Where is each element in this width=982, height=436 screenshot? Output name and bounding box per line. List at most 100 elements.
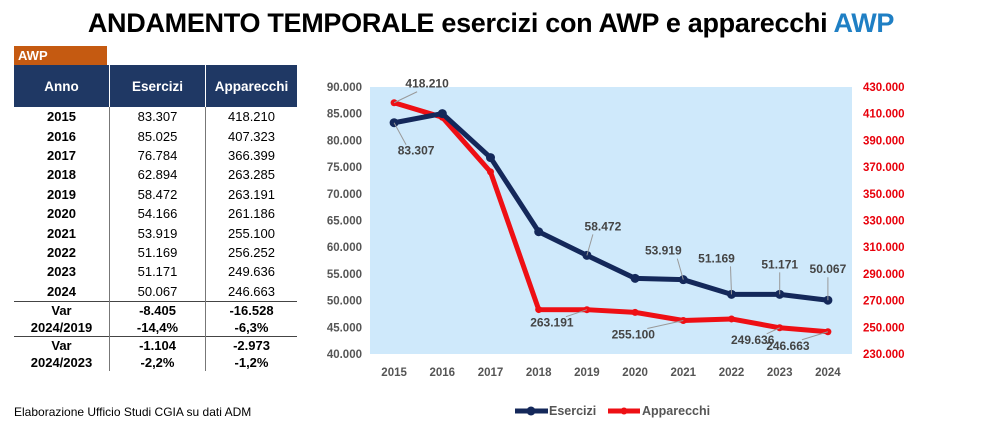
cell-esercizi: 50.067 <box>109 281 206 302</box>
data-label: 255.100 <box>612 327 656 341</box>
y-right-tick-label: 350.000 <box>863 189 905 201</box>
data-label: 51.171 <box>761 257 798 271</box>
var-apparecchi-pct: -1,2% <box>234 354 269 370</box>
var-apparecchi-abs: -2.973 <box>205 335 297 354</box>
x-tick-label: 2018 <box>526 367 552 379</box>
point-esercizi <box>437 109 447 119</box>
data-label: 50.067 <box>810 262 847 276</box>
var-row: Var -8.405 -16.528 <box>14 300 297 319</box>
x-tick-label: 2024 <box>815 367 841 379</box>
y-left-tick-label: 65.000 <box>327 216 362 228</box>
x-tick-label: 2015 <box>381 367 407 379</box>
cell-esercizi: 62.894 <box>109 165 206 185</box>
cell-apparecchi: 263.191 <box>228 186 275 202</box>
y-left-tick-label: 55.000 <box>327 269 362 281</box>
table-row: 2021 53.919 255.100 <box>14 223 297 243</box>
point-esercizi <box>534 227 544 237</box>
cell-esercizi: 54.166 <box>109 203 206 224</box>
cell-esercizi: 51.169 <box>109 242 206 263</box>
awp-badge: AWP <box>14 46 107 65</box>
point-esercizi <box>486 153 495 163</box>
data-label-leader <box>586 234 594 256</box>
x-tick-label: 2016 <box>430 367 456 379</box>
var-period: 2024/2019 <box>30 319 93 335</box>
cell-apparecchi: 256.252 <box>228 244 275 260</box>
y-left-tick-label: 85.000 <box>327 109 362 121</box>
var-apparecchi-pct: -6,3% <box>234 319 269 335</box>
cell-esercizi: 83.307 <box>109 107 206 127</box>
cell-apparecchi: 255.100 <box>228 225 275 241</box>
data-label: 246.663 <box>766 339 810 353</box>
data-label: 58.472 <box>585 219 622 233</box>
y-right-tick-label: 310.000 <box>863 242 905 254</box>
data-label-leader <box>393 122 407 145</box>
header-apparecchi: Apparecchi <box>205 65 297 107</box>
series-line-apparecchi <box>393 100 829 335</box>
title-accent: AWP <box>833 8 895 38</box>
var-row: 2024/2023 -2,2% -1,2% <box>14 353 297 371</box>
y-left-tick-label: 50.000 <box>327 296 362 308</box>
cell-year: 2024 <box>47 283 76 299</box>
point-apparecchi <box>535 306 543 314</box>
data-label: 249.636 <box>731 333 775 347</box>
cell-apparecchi: 263.285 <box>228 167 275 183</box>
cell-year: 2015 <box>47 109 76 125</box>
var-esercizi-pct: -14,4% <box>109 318 206 337</box>
cell-apparecchi: 249.636 <box>228 264 275 280</box>
point-apparecchi <box>728 315 735 323</box>
data-table: Anno Esercizi Apparecchi 2015 83.307 418.2… <box>14 65 297 371</box>
page-title: ANDAMENTO TEMPORALE esercizi con AWP e a… <box>0 8 982 39</box>
y-left-tick-label: 60.000 <box>327 242 362 254</box>
x-tick-label: 2023 <box>767 367 793 379</box>
table-row: 2017 76.784 366.399 <box>14 145 297 166</box>
data-label-leader <box>565 309 588 318</box>
legend-marker-apparecchi <box>620 407 628 415</box>
y-left-tick-label: 45.000 <box>327 322 362 334</box>
legend-label-apparecchi: Apparecchi <box>642 404 710 418</box>
table-row: 2016 85.025 407.323 <box>14 126 297 146</box>
cell-year: 2019 <box>47 186 76 202</box>
var-label: Var <box>14 300 110 319</box>
x-tick-label: 2017 <box>478 367 504 379</box>
cell-esercizi: 53.919 <box>109 223 206 243</box>
y-right-tick-label: 270.000 <box>863 296 905 308</box>
point-apparecchi <box>487 168 494 176</box>
table-row: 2023 51.171 249.636 <box>14 262 297 282</box>
x-tick-label: 2019 <box>574 367 600 379</box>
var-row: 2024/2019 -14,4% -6,3% <box>14 318 297 337</box>
cell-year: 2022 <box>47 244 76 260</box>
cell-year: 2017 <box>47 147 76 163</box>
data-label: 83.307 <box>398 144 435 158</box>
y-right-tick-label: 370.000 <box>863 162 905 174</box>
cell-esercizi: 58.472 <box>109 184 206 204</box>
cell-esercizi: 51.171 <box>109 262 206 282</box>
data-label: 51.169 <box>698 251 735 265</box>
y-left-tick-label: 80.000 <box>327 135 362 147</box>
point-apparecchi <box>631 308 639 316</box>
cell-year: 2021 <box>47 225 76 241</box>
var-esercizi-abs: -8.405 <box>109 300 206 319</box>
table-row: 2019 58.472 263.191 <box>14 184 297 204</box>
cell-apparecchi: 407.323 <box>228 128 275 144</box>
var-esercizi-pct: -2,2% <box>109 353 206 371</box>
cell-year: 2023 <box>47 264 76 280</box>
table-row: 2022 51.169 256.252 <box>14 242 297 263</box>
legend-label-esercizi: Esercizi <box>549 404 596 418</box>
cell-apparecchi: 418.210 <box>228 109 275 125</box>
var-esercizi-abs: -1.104 <box>109 335 206 354</box>
title-main: ANDAMENTO TEMPORALE esercizi con AWP e a… <box>87 8 828 38</box>
cell-apparecchi: 246.663 <box>228 283 275 299</box>
y-right-tick-label: 290.000 <box>863 269 905 281</box>
table-row: 2020 54.166 261.186 <box>14 203 297 224</box>
cell-year: 2016 <box>47 128 76 144</box>
data-label-leader <box>647 320 684 329</box>
x-tick-label: 2021 <box>671 367 697 379</box>
table-row: 2024 50.067 246.663 <box>14 281 297 302</box>
x-tick-label: 2020 <box>622 367 648 379</box>
var-period: 2024/2023 <box>30 354 93 370</box>
x-tick-label: 2022 <box>719 367 745 379</box>
var-label: Var <box>14 335 110 354</box>
y-left-tick-label: 90.000 <box>327 82 362 94</box>
source-note: Elaborazione Ufficio Studi CGIA su dati … <box>14 405 252 419</box>
